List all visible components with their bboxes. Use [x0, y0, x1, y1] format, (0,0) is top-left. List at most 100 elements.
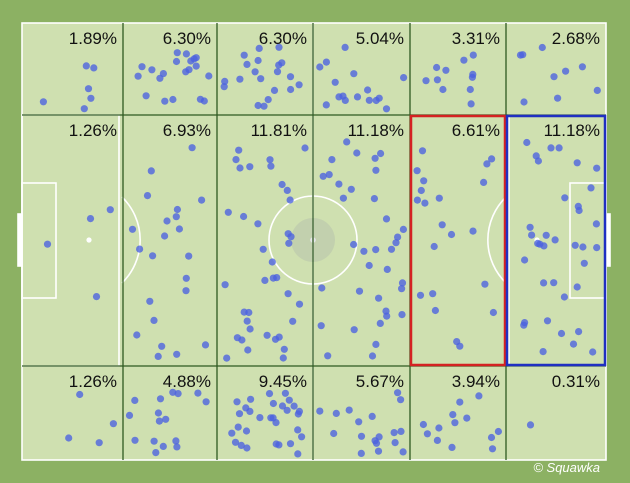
touch-dot	[231, 438, 240, 446]
touch-dot	[39, 98, 48, 106]
touch-dot	[571, 241, 579, 249]
touch-dot	[247, 395, 255, 403]
touch-dot	[259, 245, 267, 253]
touch-dot	[494, 427, 502, 436]
touch-dot	[438, 221, 446, 229]
touch-dot	[298, 433, 306, 441]
touch-dot	[365, 96, 373, 104]
zone-label: 5.67%	[356, 372, 404, 391]
touch-dot	[283, 186, 291, 194]
touch-dot	[295, 300, 304, 308]
touch-dot	[550, 73, 558, 81]
touch-dot	[92, 293, 101, 301]
touch-dot	[131, 436, 139, 444]
zone-label: 3.31%	[452, 29, 500, 48]
touch-dot	[131, 396, 139, 404]
touch-dot	[534, 239, 542, 247]
touch-dot	[169, 95, 177, 104]
touch-dot	[221, 281, 229, 289]
touch-dot	[200, 97, 208, 105]
touch-dot	[399, 225, 407, 233]
touch-dot	[593, 244, 601, 252]
touch-dot	[324, 352, 332, 360]
touch-dot	[397, 396, 405, 404]
zone-label: 11.81%	[251, 121, 307, 140]
touch-dot	[295, 81, 303, 89]
touch-dot	[463, 414, 471, 422]
touch-dot	[417, 186, 425, 195]
touch-dot	[413, 196, 421, 204]
touch-dot	[263, 331, 271, 339]
touch-dot	[254, 220, 262, 228]
touch-dot	[430, 242, 438, 251]
touch-dot	[451, 419, 459, 427]
touch-dot	[488, 155, 496, 163]
touch-dot	[155, 417, 163, 425]
touch-dot	[65, 434, 73, 442]
touch-dot	[285, 239, 293, 247]
touch-dot	[266, 156, 274, 164]
touch-dot	[256, 414, 264, 422]
touch-dot	[547, 144, 555, 152]
touch-dot	[374, 447, 383, 455]
touch-dot	[372, 246, 380, 254]
touch-dot	[442, 66, 450, 74]
touch-dot	[182, 287, 190, 295]
touch-dot	[341, 43, 349, 52]
touch-dot	[271, 335, 280, 343]
touch-dot	[284, 290, 292, 298]
touch-dot	[364, 86, 372, 94]
touch-dot	[398, 285, 406, 293]
touch-dot	[290, 402, 298, 410]
zone-label: 1.89%	[69, 29, 117, 48]
touch-dot	[43, 240, 52, 248]
touch-dot	[279, 354, 287, 362]
touch-dot	[573, 159, 581, 167]
touch-dot	[456, 398, 464, 406]
touch-dot	[242, 427, 251, 435]
touch-dot	[244, 346, 252, 354]
touch-dot	[375, 294, 383, 302]
touch-dot	[421, 199, 429, 207]
touch-dot	[483, 160, 491, 168]
touch-dot	[400, 74, 408, 82]
touch-dot	[265, 390, 274, 398]
touch-dot	[223, 354, 231, 362]
touch-dot	[221, 77, 229, 85]
touch-dot	[353, 149, 361, 157]
touch-dot	[84, 85, 93, 93]
zone-labels: 1.89% 6.30% 6.30% 5.04% 3.31% 2.68% 1.26% 6.93%…	[69, 29, 600, 391]
touch-dot	[460, 56, 468, 64]
zone-label: 5.04%	[356, 29, 404, 48]
touch-dot	[257, 75, 265, 83]
touch-dot	[488, 445, 497, 453]
touch-dot	[562, 67, 570, 75]
touch-dot	[161, 97, 169, 105]
touch-dot	[560, 293, 569, 301]
touch-dot	[392, 239, 400, 247]
touch-dot	[371, 154, 379, 162]
touch-dot	[557, 329, 566, 338]
zone-highlights	[409, 114, 607, 367]
touch-dot	[345, 406, 353, 414]
touch-dot	[390, 429, 398, 437]
touch-dot	[350, 326, 358, 334]
touch-dot	[269, 399, 277, 408]
touch-dot	[273, 68, 282, 76]
touch-dot	[370, 195, 378, 203]
left-goal	[17, 213, 23, 267]
touch-dot	[294, 410, 302, 418]
touch-dot	[433, 76, 441, 84]
touch-dot	[294, 426, 302, 434]
touch-dot	[301, 144, 309, 152]
touch-dot	[283, 406, 291, 414]
touch-dot	[466, 85, 474, 94]
touch-dot	[368, 412, 376, 420]
touch-dot	[174, 390, 182, 398]
left-penalty-spot	[86, 237, 92, 243]
touch-dot	[82, 62, 90, 70]
touch-dot	[286, 196, 294, 204]
touch-dot	[538, 43, 546, 52]
touch-dot	[152, 449, 160, 457]
touch-dot	[143, 192, 152, 200]
